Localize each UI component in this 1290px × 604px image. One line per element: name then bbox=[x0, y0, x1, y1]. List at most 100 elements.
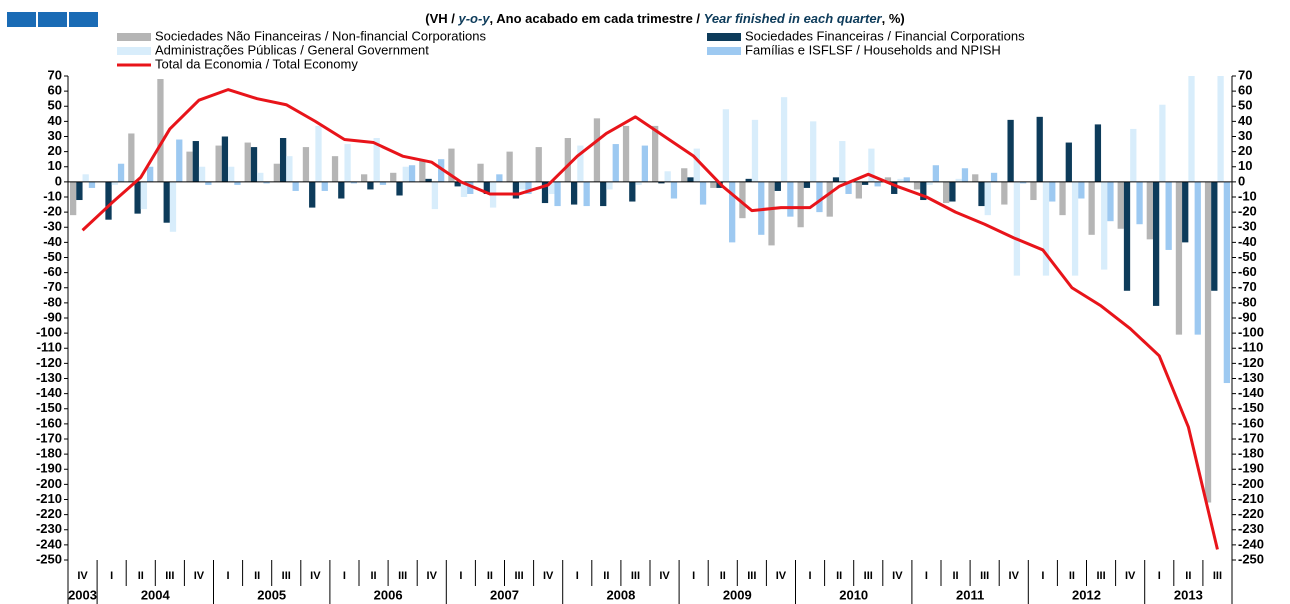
x-tick-label: III bbox=[864, 570, 873, 582]
year-label: 2013 bbox=[1174, 587, 1203, 602]
y-tick-label: -200 bbox=[36, 476, 62, 491]
bar bbox=[70, 181, 77, 216]
bar bbox=[1194, 181, 1201, 335]
bar bbox=[344, 144, 351, 182]
bar bbox=[832, 177, 840, 182]
y-tick-label: -120 bbox=[36, 355, 62, 370]
legend-label: Total da Economia / Total Economy bbox=[155, 56, 358, 71]
bar bbox=[244, 142, 251, 182]
y-tick-label: -190 bbox=[36, 461, 62, 476]
y2-tick-label: -80 bbox=[1238, 294, 1257, 309]
bar bbox=[1049, 181, 1056, 202]
bar bbox=[448, 148, 455, 182]
y2-tick-label: 60 bbox=[1238, 83, 1252, 98]
y2-tick-label: -250 bbox=[1238, 551, 1264, 566]
bar bbox=[1217, 76, 1224, 182]
bar bbox=[419, 160, 426, 182]
bar bbox=[1165, 181, 1172, 250]
y-tick-label: -60 bbox=[43, 264, 62, 279]
bar bbox=[1146, 181, 1153, 240]
bar bbox=[932, 165, 939, 182]
bar bbox=[1071, 181, 1079, 276]
bar bbox=[1088, 181, 1095, 235]
bar bbox=[88, 181, 96, 188]
bar bbox=[379, 181, 387, 185]
bar bbox=[897, 178, 904, 182]
legend-swatch bbox=[707, 47, 741, 55]
bar bbox=[845, 181, 852, 194]
x-tick-label: II bbox=[487, 570, 493, 582]
bar bbox=[286, 156, 293, 182]
y2-tick-label: 10 bbox=[1238, 158, 1252, 173]
y-tick-label: 70 bbox=[48, 67, 62, 82]
y2-tick-label: 30 bbox=[1238, 128, 1252, 143]
bar bbox=[670, 181, 678, 199]
bar bbox=[1182, 181, 1189, 243]
x-tick-label: I bbox=[343, 570, 346, 582]
bar bbox=[425, 178, 432, 182]
y2-tick-label: -70 bbox=[1238, 279, 1257, 294]
legend-swatch bbox=[117, 47, 151, 55]
bar bbox=[163, 181, 170, 223]
y2-tick-label: -60 bbox=[1238, 264, 1257, 279]
bar bbox=[699, 181, 707, 205]
legend-label: Famílias e ISFLSF / Households and NPISH bbox=[745, 42, 1001, 57]
bar bbox=[483, 181, 490, 194]
y-tick-label: -220 bbox=[36, 506, 62, 521]
y2-tick-label: -110 bbox=[1238, 340, 1263, 355]
y-tick-label: -130 bbox=[36, 370, 62, 385]
y-tick-label: -180 bbox=[36, 446, 62, 461]
bar bbox=[176, 139, 183, 182]
y-tick-label: -140 bbox=[36, 385, 62, 400]
bar bbox=[1107, 181, 1114, 222]
bar bbox=[884, 177, 892, 182]
y-tick-label: -50 bbox=[43, 249, 62, 264]
bar bbox=[128, 133, 135, 182]
bar bbox=[745, 178, 752, 182]
bar bbox=[787, 181, 794, 217]
bar bbox=[564, 138, 571, 182]
bar bbox=[147, 166, 154, 182]
bar bbox=[1211, 181, 1218, 291]
bar bbox=[350, 181, 357, 184]
bar bbox=[263, 181, 270, 184]
legend-swatch bbox=[707, 33, 741, 41]
legend-label: Administrações Públicas / General Govern… bbox=[155, 42, 429, 57]
y-tick-label: 10 bbox=[48, 158, 62, 173]
bar bbox=[1152, 181, 1160, 306]
bar bbox=[710, 181, 717, 188]
y2-tick-label: -220 bbox=[1238, 506, 1264, 521]
bar bbox=[192, 141, 199, 182]
bar bbox=[664, 171, 671, 182]
y2-tick-label: -240 bbox=[1238, 536, 1264, 551]
bar bbox=[541, 181, 549, 204]
bar bbox=[855, 181, 862, 199]
y2-tick-label: 70 bbox=[1238, 67, 1252, 82]
bar bbox=[1020, 181, 1027, 184]
y2-tick-label: 50 bbox=[1238, 98, 1252, 113]
y2-tick-label: 20 bbox=[1238, 143, 1252, 158]
x-tick-label: II bbox=[603, 570, 609, 582]
bar bbox=[279, 138, 287, 182]
chart-title: (VH / y-o-y, Ano acabado em cada trimest… bbox=[425, 11, 904, 26]
y2-tick-label: -230 bbox=[1238, 521, 1264, 536]
legend-swatch bbox=[117, 33, 151, 41]
bar bbox=[302, 147, 310, 182]
bar bbox=[739, 181, 746, 219]
bar bbox=[396, 181, 403, 196]
bar bbox=[1065, 142, 1072, 182]
bar bbox=[134, 181, 141, 214]
bar bbox=[525, 181, 532, 194]
bar bbox=[943, 181, 950, 204]
bar bbox=[460, 181, 468, 197]
bar bbox=[774, 181, 781, 191]
bar bbox=[535, 147, 542, 182]
y2-tick-label: -120 bbox=[1238, 355, 1264, 370]
bar bbox=[810, 121, 817, 182]
bar bbox=[554, 181, 561, 207]
x-tick-label: III bbox=[282, 570, 291, 582]
y-tick-label: -30 bbox=[43, 219, 62, 234]
x-tick-label: I bbox=[1041, 570, 1044, 582]
x-tick-label: IV bbox=[427, 570, 438, 582]
